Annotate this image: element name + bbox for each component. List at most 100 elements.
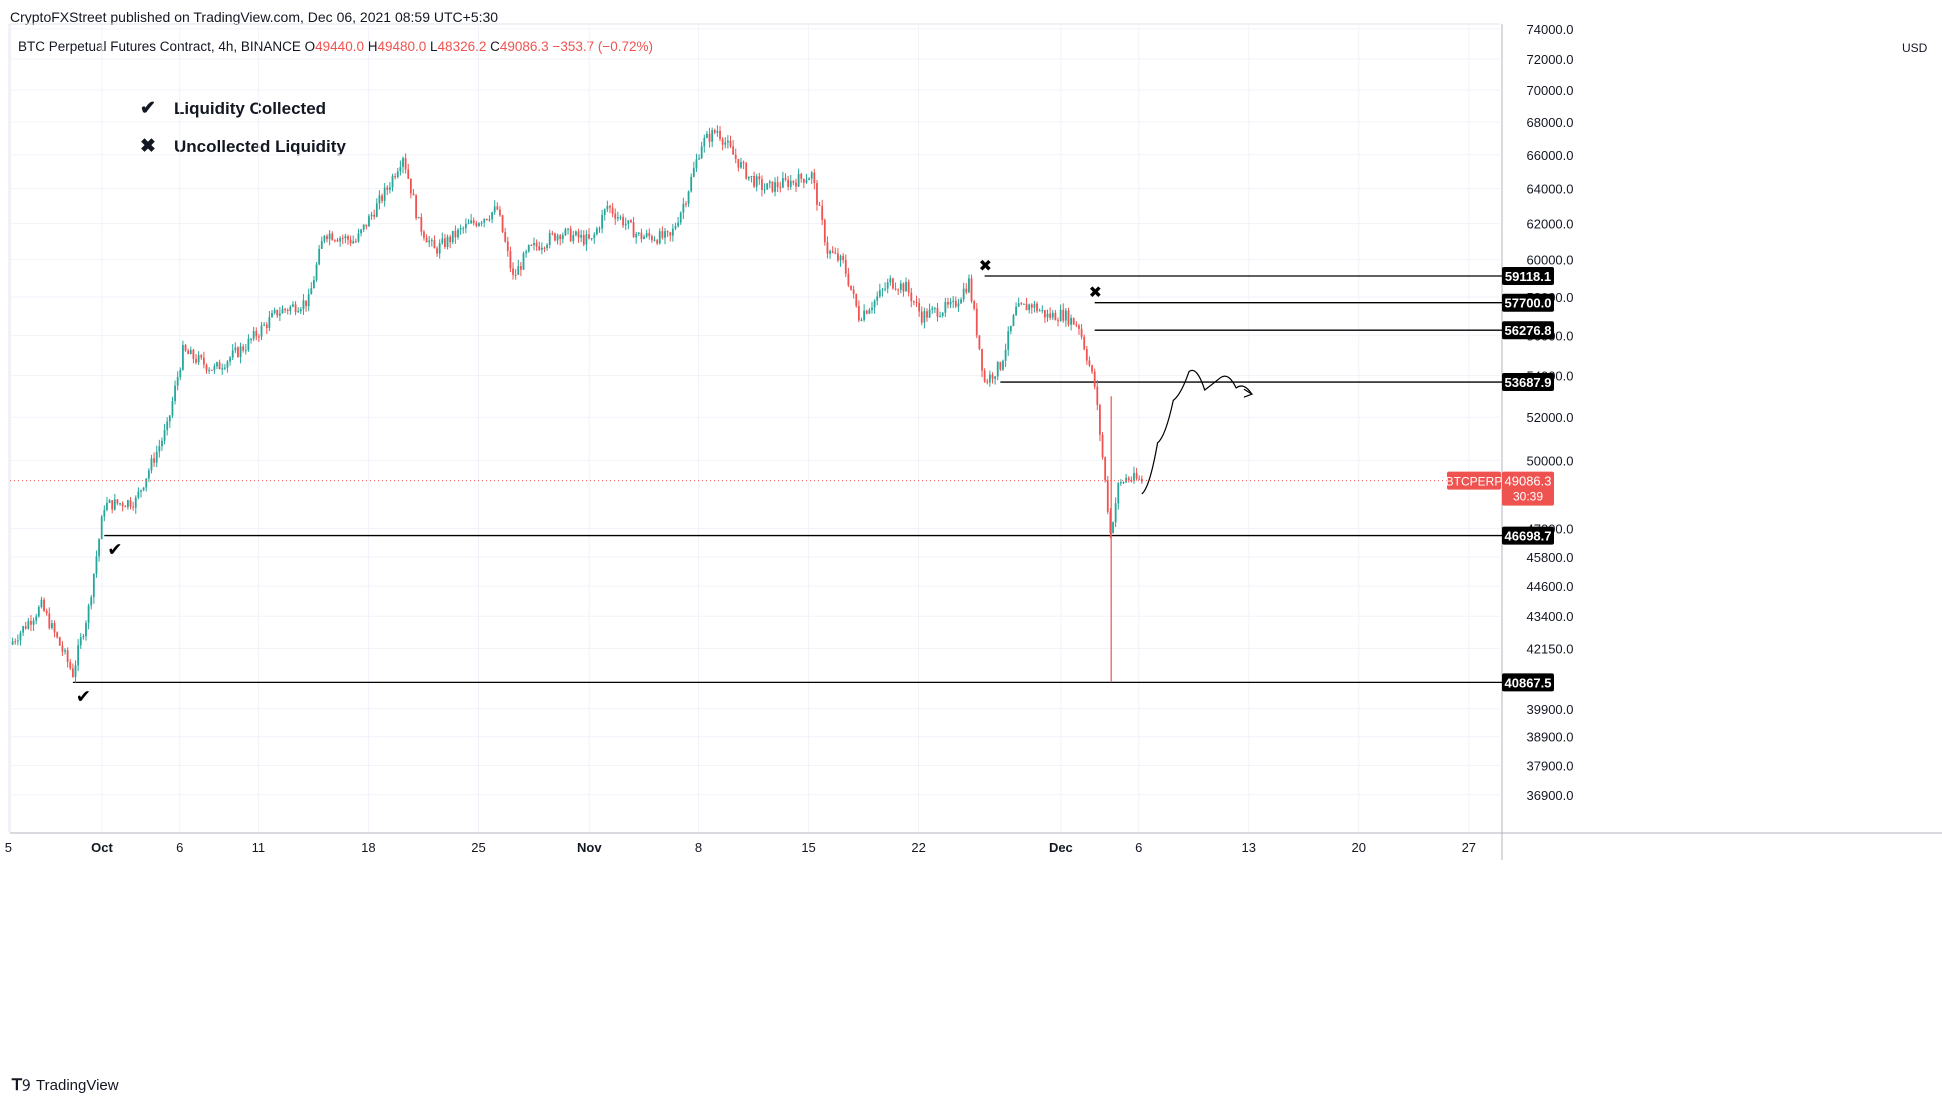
candle-body	[344, 236, 347, 239]
candle-body	[517, 266, 520, 275]
candle-body	[444, 238, 446, 247]
candle-body	[441, 238, 444, 244]
candle-body	[729, 140, 732, 147]
candle-body	[619, 216, 622, 218]
candle-body	[577, 231, 580, 238]
symbol-title: BTC Perpetual Futures Contract, 4h, BINA…	[18, 39, 301, 54]
candle-body	[850, 285, 852, 290]
candle-body	[417, 217, 420, 219]
candle-body	[831, 250, 834, 253]
candle-body	[22, 626, 24, 633]
candle-body	[907, 281, 910, 293]
x-tick-label: 6	[176, 840, 183, 855]
y-tick-label: 70000.0	[1527, 83, 1574, 98]
candle-body	[795, 182, 797, 187]
ohlc-key-h: H	[363, 39, 378, 54]
candle-body	[470, 220, 473, 224]
candle-body	[1093, 371, 1096, 387]
candle-body	[87, 605, 90, 623]
candle-body	[150, 458, 153, 471]
candle-body	[651, 236, 653, 241]
candle-body	[810, 172, 813, 179]
candle-body	[347, 236, 349, 240]
candle-body	[842, 255, 845, 260]
candle-body	[1109, 511, 1112, 533]
candle-body	[210, 369, 213, 371]
candle-body	[1135, 472, 1138, 479]
candle-body	[182, 345, 184, 370]
projection-path	[1141, 369, 1253, 495]
candle-body	[952, 300, 955, 302]
candle-body	[48, 613, 51, 629]
candle-body	[433, 240, 436, 249]
candle-body	[412, 193, 415, 196]
candle-body	[391, 176, 394, 188]
candle-body	[1041, 310, 1044, 312]
candle-body	[286, 309, 289, 311]
y-tick-label: 45800.0	[1527, 550, 1574, 565]
candle-body	[863, 310, 866, 320]
candle-body	[535, 242, 538, 247]
candle-body	[258, 336, 260, 338]
candle-body	[551, 233, 554, 235]
candle-body	[205, 364, 208, 371]
candle-body	[892, 278, 894, 289]
candle-body	[260, 325, 263, 337]
candle-body	[708, 133, 711, 142]
candle-body	[593, 234, 596, 239]
candle-body	[737, 158, 740, 168]
candle-body	[954, 300, 957, 307]
candle-body	[826, 242, 829, 254]
candle-body	[999, 362, 1002, 370]
level-price-tag	[1502, 373, 1554, 392]
candle-body	[1122, 482, 1125, 484]
candle-body	[504, 232, 507, 242]
candle-body	[485, 218, 488, 220]
candle-body	[881, 289, 884, 291]
candle-body	[981, 348, 983, 371]
candle-body	[100, 516, 103, 540]
candle-body	[808, 178, 810, 181]
candle-body	[1012, 315, 1015, 326]
candle-body	[493, 206, 496, 213]
candle-body	[816, 183, 818, 205]
y-tick-label: 39900.0	[1527, 702, 1574, 717]
candle-body	[265, 324, 268, 328]
candle-body	[158, 446, 161, 452]
x-tick-label: Oct	[91, 840, 113, 855]
candle-body	[281, 308, 284, 314]
candle-body	[800, 173, 803, 179]
candle-body	[451, 230, 454, 243]
candle-body	[1125, 477, 1128, 483]
candle-body	[792, 180, 795, 183]
candle-body	[360, 229, 362, 234]
candle-body	[234, 347, 237, 351]
candle-body	[189, 349, 192, 355]
candle-body	[35, 616, 38, 621]
candle-body	[648, 233, 651, 237]
legend-collected-label: Liquidity Collected	[174, 98, 327, 118]
candle-body	[968, 278, 970, 293]
symbol-tag	[1447, 471, 1501, 490]
candle-body	[960, 299, 962, 304]
x-tick-label: Dec	[1049, 840, 1073, 855]
candle-body	[195, 358, 197, 363]
candle-body	[208, 369, 211, 371]
candle-body	[936, 308, 939, 317]
candle-body	[1127, 477, 1130, 481]
y-tick-label: 52000.0	[1527, 410, 1574, 425]
candle-body	[740, 162, 742, 168]
candle-body	[761, 179, 763, 190]
y-tick-label: 66000.0	[1527, 148, 1574, 163]
candle-body	[918, 302, 921, 312]
candle-body	[472, 220, 475, 224]
candle-body	[983, 370, 986, 382]
candle-body	[695, 159, 698, 168]
candle-body	[51, 623, 53, 629]
candle-body	[949, 301, 952, 305]
candle-body	[711, 130, 714, 142]
candle-body	[378, 195, 381, 204]
level-price-label: 53687.9	[1505, 375, 1552, 390]
candle-body	[865, 310, 868, 314]
